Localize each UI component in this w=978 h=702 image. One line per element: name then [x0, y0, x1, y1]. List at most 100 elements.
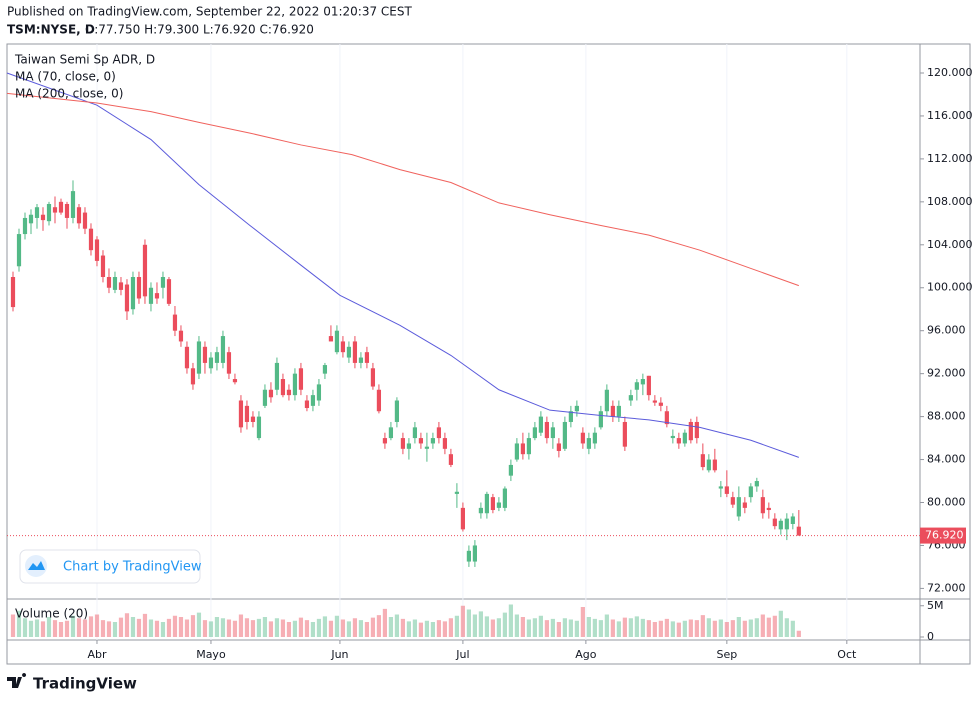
last-price-label: 76.920: [925, 529, 964, 542]
volume-bar: [208, 621, 214, 637]
y-tick-label: 92.000: [927, 367, 966, 380]
candle-body: [592, 432, 597, 444]
candle-body: [406, 443, 412, 449]
volume-bar: [334, 615, 340, 637]
volume-bar: [244, 618, 250, 637]
candle-body: [178, 330, 184, 342]
volume-bar: [268, 621, 274, 637]
x-tick-label: Ago: [575, 648, 597, 661]
candle-body: [58, 201, 64, 213]
candle-body: [748, 486, 753, 498]
volume-bar: [226, 619, 232, 637]
volume-bar: [562, 618, 567, 637]
candle-body: [418, 438, 424, 444]
volume-bar: [574, 620, 579, 637]
volume-bar: [160, 622, 166, 637]
volume-bar: [286, 622, 292, 637]
volume-bar: [646, 620, 651, 637]
x-tick-label: Abr: [87, 648, 107, 661]
volume-bar: [352, 618, 358, 637]
candle-body: [658, 402, 663, 406]
volume-bar: [412, 619, 418, 637]
moving-average: [6, 92, 799, 287]
candle-body: [700, 454, 705, 468]
candle-body: [532, 427, 537, 439]
volume-bar: [514, 614, 519, 637]
volume-bar: [448, 618, 454, 637]
candle-body: [154, 293, 160, 299]
volume-bar: [460, 605, 465, 637]
volume-bar: [466, 609, 471, 637]
candle-body: [166, 279, 172, 304]
symbol: TSM:NYSE, D: [7, 23, 95, 37]
volume-bar: [94, 614, 100, 637]
volume-bar: [706, 618, 711, 637]
volume-bar: [322, 616, 328, 637]
volume-bar: [304, 620, 310, 637]
volume-bar: [520, 617, 525, 637]
candle-body: [364, 352, 370, 363]
candle-body: [136, 277, 142, 299]
candle-body: [526, 438, 531, 455]
volume-bar: [694, 620, 699, 637]
candle-body: [664, 411, 669, 425]
ma70-legend: MA (70, close, 0): [15, 70, 116, 84]
candle-body: [172, 314, 178, 331]
candle-body: [694, 421, 699, 439]
moving-average: [6, 72, 799, 458]
volume-bar: [508, 604, 513, 637]
volume-bar: [664, 618, 669, 637]
candle-body: [370, 368, 376, 387]
volume-bar: [28, 620, 34, 637]
volume-bar: [172, 615, 178, 637]
candle-body: [130, 277, 136, 310]
y-tick-label: 116.000: [927, 109, 973, 122]
candle-body: [484, 493, 489, 514]
candle-body: [616, 405, 621, 417]
candle-body: [226, 352, 232, 374]
candle-body: [244, 405, 250, 422]
volume-bar: [742, 620, 747, 637]
volume-bar: [316, 618, 322, 637]
candle-body: [502, 488, 507, 508]
candle-body: [34, 207, 40, 218]
candle-body: [70, 191, 76, 218]
candle-body: [652, 400, 657, 403]
volume-bar: [406, 621, 412, 637]
candle-body: [100, 255, 106, 278]
y-tick-label: 80.000: [927, 496, 966, 509]
candle-body: [622, 421, 627, 447]
volume-bar: [262, 617, 268, 637]
volume-bar: [766, 617, 771, 637]
candle-body: [238, 400, 244, 428]
volume-tick-label: 5M: [927, 599, 944, 612]
candle-body: [670, 435, 675, 439]
x-tick-label: Jul: [455, 648, 469, 661]
candle-body: [742, 502, 747, 508]
candle-body: [586, 438, 591, 449]
frame: [6, 43, 971, 665]
volume-bar: [784, 618, 789, 637]
candle-body: [442, 438, 448, 449]
volume-bar: [442, 621, 448, 637]
candle-body: [496, 502, 501, 508]
candle-body: [640, 379, 645, 385]
y-tick-label: 88.000: [927, 410, 966, 423]
candle-body: [148, 287, 154, 304]
candle-body: [286, 389, 292, 396]
volume-bar: [616, 621, 621, 637]
candle-body: [46, 203, 52, 222]
volume-bar: [202, 620, 208, 637]
candle-body: [22, 217, 28, 235]
watermark-icon-shape: [28, 561, 45, 570]
candle-body: [676, 438, 681, 444]
volume-bar: [154, 620, 160, 637]
volume-bar: [724, 622, 729, 637]
published-line: Published on TradingView.com, September …: [7, 5, 413, 19]
volume-bar: [682, 620, 687, 637]
candle-body: [214, 352, 220, 363]
volume-bar: [70, 615, 76, 637]
candle-body: [682, 432, 687, 444]
candle-body: [310, 395, 316, 406]
volume-bar: [748, 619, 753, 637]
